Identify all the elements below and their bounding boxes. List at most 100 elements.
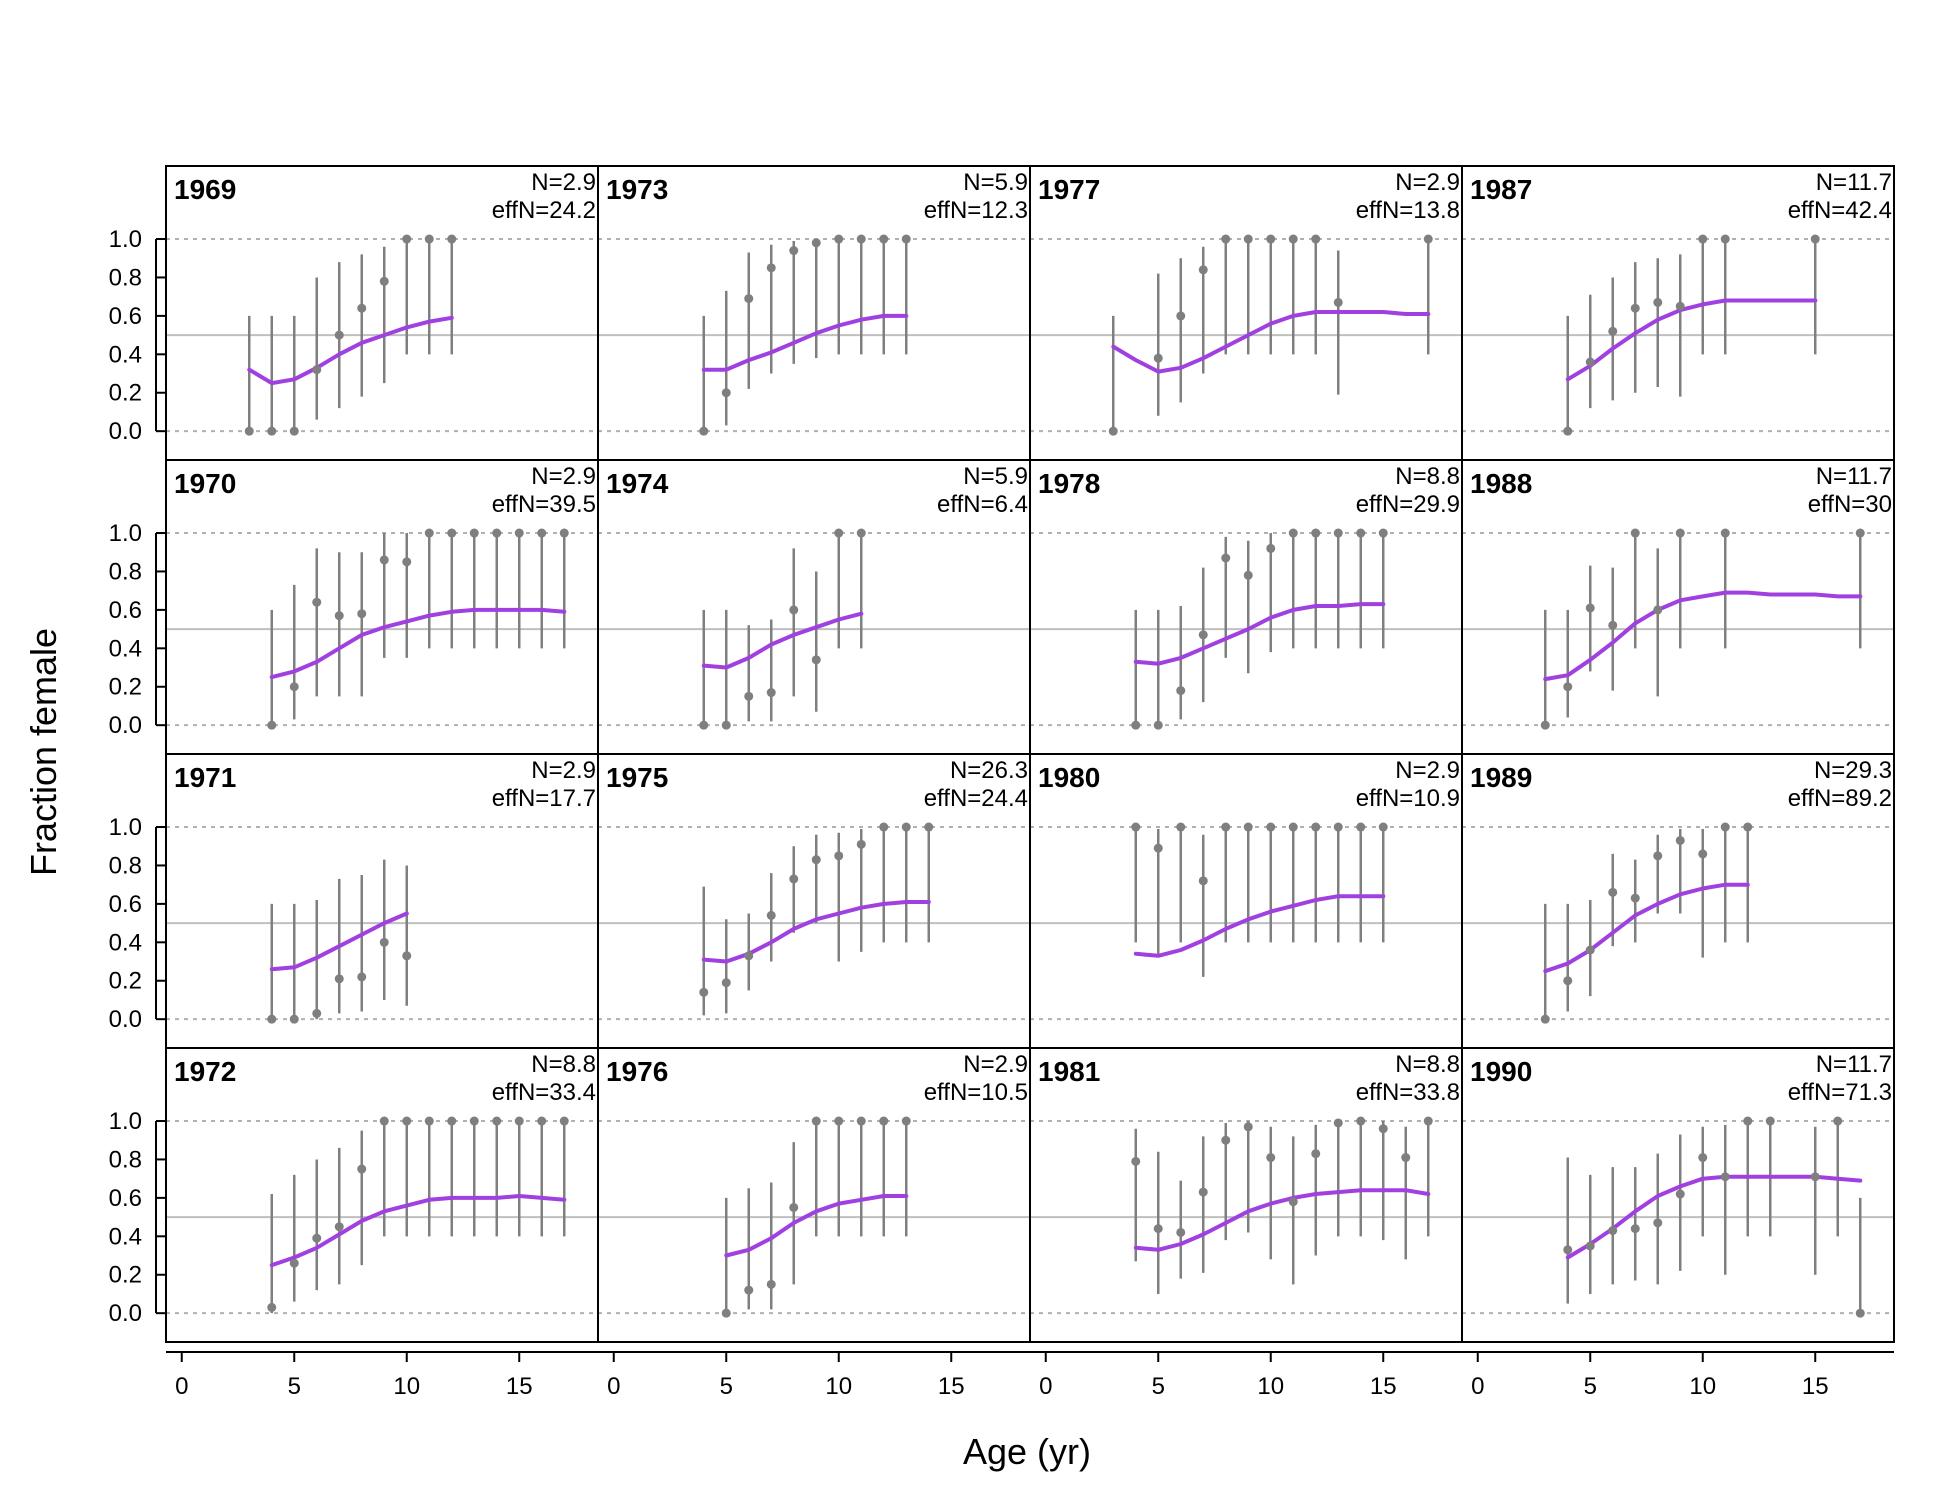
panel-effn-label: effN=33.8 — [1356, 1079, 1460, 1106]
x-tick-label: 0 — [175, 1373, 188, 1400]
panel-effn-label: effN=42.4 — [1788, 197, 1892, 224]
observed-point — [357, 1164, 367, 1174]
panel-n-label: N=5.9 — [963, 463, 1028, 490]
observed-point — [1131, 720, 1141, 730]
x-tick-label: 10 — [1257, 1373, 1284, 1400]
y-tick-label: 0.2 — [109, 380, 142, 407]
observed-point — [1311, 528, 1321, 538]
panel-n-label: N=2.9 — [1395, 757, 1460, 784]
y-tick-label: 0.0 — [109, 1006, 142, 1033]
observed-point — [1221, 553, 1231, 563]
observed-point — [1356, 528, 1366, 538]
observed-point — [1540, 1014, 1550, 1024]
observed-point — [1653, 851, 1663, 861]
observed-point — [357, 972, 367, 982]
observed-point — [447, 528, 457, 538]
expected-line — [269, 911, 409, 972]
x-tick-label: 10 — [393, 1373, 420, 1400]
panel-year-label: 1988 — [1470, 468, 1532, 499]
observed-point — [744, 951, 754, 961]
panel-n-label: N=26.3 — [950, 757, 1028, 784]
x-tick-label: 5 — [1584, 1373, 1597, 1400]
panel-year-label: 1974 — [606, 468, 669, 499]
observed-point — [1630, 893, 1640, 903]
panel-year-label: 1969 — [174, 174, 236, 205]
observed-point — [1855, 1308, 1865, 1318]
observed-point — [1311, 1149, 1321, 1159]
observed-point — [379, 1116, 389, 1126]
panel-effn-label: effN=24.2 — [492, 197, 596, 224]
expected-line — [1133, 602, 1386, 666]
observed-point — [1311, 822, 1321, 832]
observed-point — [834, 1116, 844, 1126]
panel-year-label: 1972 — [174, 1056, 236, 1087]
observed-point — [1198, 1187, 1208, 1197]
observed-point — [1675, 301, 1685, 311]
expected-line — [1111, 310, 1431, 374]
observed-point — [1153, 1224, 1163, 1234]
observed-point — [766, 688, 776, 698]
observed-point — [834, 234, 844, 244]
observed-point — [1266, 543, 1276, 553]
observed-point — [1720, 822, 1730, 832]
observed-point — [1288, 1197, 1298, 1207]
observed-point — [789, 605, 799, 615]
observed-point — [1585, 1241, 1595, 1251]
observed-point — [1720, 528, 1730, 538]
observed-point — [289, 426, 299, 436]
observed-point — [357, 303, 367, 313]
observed-point — [312, 1233, 322, 1243]
observed-point — [1221, 822, 1231, 832]
y-tick-label: 0.4 — [109, 341, 142, 368]
panel-effn-label: effN=30 — [1808, 491, 1892, 518]
y-tick-label: 0.8 — [109, 1146, 142, 1173]
expected-line — [701, 900, 931, 964]
observed-point — [1743, 822, 1753, 832]
observed-point — [1608, 326, 1618, 336]
y-tick-label: 0.2 — [109, 1262, 142, 1289]
observed-point — [1585, 603, 1595, 613]
panel-n-label: N=8.8 — [1395, 1051, 1460, 1078]
observed-point — [856, 839, 866, 849]
observed-point — [1563, 426, 1573, 436]
panel-effn-label: effN=10.9 — [1356, 785, 1460, 812]
y-tick-label: 1.0 — [109, 1108, 142, 1135]
observed-point — [334, 1222, 344, 1232]
observed-point — [834, 851, 844, 861]
x-axis-title: Age (yr) — [963, 1431, 1091, 1472]
observed-point — [811, 855, 821, 865]
observed-point — [699, 720, 709, 730]
panel-effn-label: effN=71.3 — [1788, 1079, 1892, 1106]
observed-point — [699, 987, 709, 997]
expected-line — [1133, 1188, 1431, 1252]
observed-point — [1675, 528, 1685, 538]
y-tick-label: 0.8 — [109, 852, 142, 879]
observed-point — [402, 951, 412, 961]
observed-point — [721, 720, 731, 730]
observed-point — [924, 822, 934, 832]
observed-point — [1698, 849, 1708, 859]
x-tick-label: 15 — [1802, 1373, 1829, 1400]
panel-year-label: 1977 — [1038, 174, 1100, 205]
observed-point — [1333, 1118, 1343, 1128]
y-tick-label: 0.6 — [109, 1185, 142, 1212]
observed-point — [334, 974, 344, 984]
panel-n-label: N=2.9 — [963, 1051, 1028, 1078]
observed-point — [1563, 1245, 1573, 1255]
observed-point — [1810, 234, 1820, 244]
x-tick-label: 15 — [506, 1373, 533, 1400]
observed-point — [244, 426, 254, 436]
panel-n-label: N=8.8 — [1395, 463, 1460, 490]
observed-point — [1630, 1224, 1640, 1234]
y-tick-label: 0.6 — [109, 597, 142, 624]
observed-point — [1855, 528, 1865, 538]
